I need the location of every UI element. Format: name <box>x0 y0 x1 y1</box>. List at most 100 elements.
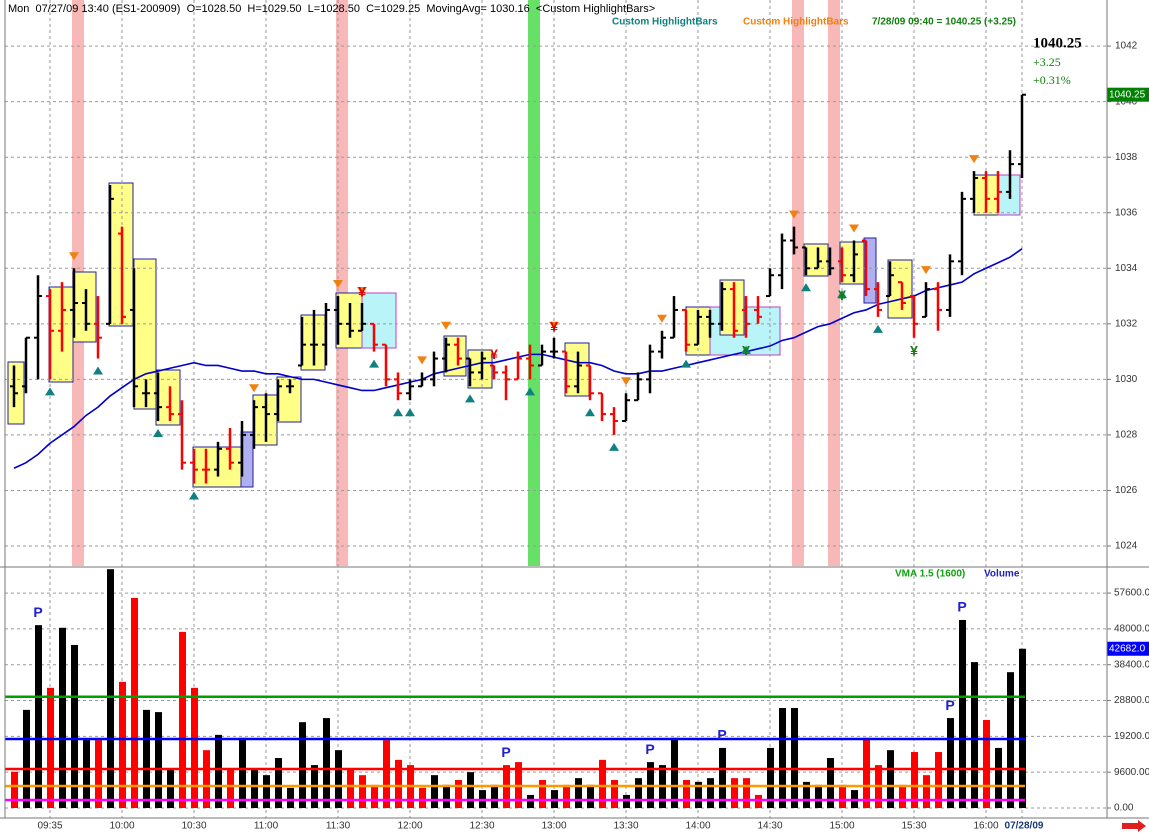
volume-bar <box>623 794 630 808</box>
volume-bar <box>203 750 210 808</box>
price-bar <box>190 448 198 484</box>
volume-bar <box>275 758 282 808</box>
volume-bar <box>575 778 582 808</box>
down-signal <box>969 155 979 164</box>
up-signal <box>189 491 199 500</box>
volume-bar <box>563 784 570 808</box>
price-bar <box>634 372 642 402</box>
price-bar <box>838 247 846 283</box>
volume-bar <box>359 775 366 808</box>
up-signal <box>153 429 163 438</box>
y-tick-label: 0.00 <box>1114 803 1134 814</box>
price-change-percent: +0.31% <box>1033 73 1071 87</box>
volume-bar <box>419 787 426 808</box>
volume-bar <box>599 759 606 808</box>
scroll-arrow[interactable] <box>1122 820 1146 832</box>
price-bar <box>754 296 762 324</box>
volume-bar <box>923 775 930 808</box>
price-bar <box>274 379 282 422</box>
volume-bar <box>491 784 498 808</box>
price-bar <box>886 261 894 298</box>
price-bar <box>358 302 366 332</box>
x-tick-label: 13:30 <box>613 821 638 832</box>
highlight-column <box>792 0 804 566</box>
y-tick-label: 1026 <box>1115 485 1138 496</box>
x-tick-label: 10:30 <box>181 821 206 832</box>
price-bar <box>982 171 990 213</box>
volume-bar <box>35 625 42 808</box>
price-bar <box>346 302 354 338</box>
volume-bar <box>683 780 690 808</box>
x-tick-label: 10:00 <box>109 821 134 832</box>
sell-symbol: ¥ <box>490 346 498 362</box>
y-tick-label: 1040 <box>1115 96 1138 107</box>
volume-bar <box>287 787 294 808</box>
last-price-tag-label: 1040.25 <box>1109 89 1146 100</box>
volume-bar <box>539 780 546 808</box>
price-bar <box>898 281 906 310</box>
price-bar <box>1018 93 1026 179</box>
price-bar <box>490 364 498 380</box>
down-signal <box>441 321 451 330</box>
y-tick-label: 38400.00 <box>1114 659 1149 670</box>
volume-bar <box>467 772 474 808</box>
volume-bar <box>707 778 714 808</box>
price-bar <box>778 233 786 290</box>
p-marker: P <box>945 697 954 713</box>
price-bar <box>430 351 438 387</box>
box <box>443 335 467 377</box>
volume-bar <box>1019 648 1026 808</box>
x-tick-label: 13:00 <box>541 821 566 832</box>
x-tick-label: 15:30 <box>901 821 926 832</box>
volume-bar <box>779 708 786 808</box>
volume-bar <box>23 709 30 808</box>
price-bar <box>106 184 114 325</box>
y-tick-label: 1024 <box>1115 541 1138 552</box>
volume-bar <box>371 784 378 808</box>
price-bar <box>610 407 618 435</box>
price-bar <box>454 337 462 366</box>
volume-bar <box>587 784 594 808</box>
indicator-label: 7/28/09 09:40 = 1040.25 (+3.25) <box>872 17 1016 28</box>
box <box>361 292 397 349</box>
price-bar <box>286 379 294 394</box>
volume-bar <box>263 775 270 808</box>
price-bar <box>22 336 30 394</box>
volume-bar <box>887 750 894 808</box>
price-bar <box>334 296 342 345</box>
volume-bar <box>983 719 990 808</box>
last-volume-tag-label: 42682.0 <box>1109 643 1146 654</box>
price-bar <box>862 239 870 297</box>
box <box>155 369 181 426</box>
price-bar <box>238 421 246 477</box>
legend-entry: VMA 1.5 (1600) <box>895 569 965 580</box>
down-signal <box>249 384 259 393</box>
up-signal <box>405 408 415 417</box>
price-bar <box>10 365 18 408</box>
sell-symbol: ¥ <box>358 284 366 300</box>
price-bar <box>142 379 150 408</box>
volume-bar <box>179 631 186 808</box>
volume-bar <box>971 662 978 808</box>
volume-bar <box>719 747 726 808</box>
price-bar <box>730 282 738 338</box>
box <box>887 259 913 319</box>
price-bar <box>406 379 414 401</box>
box <box>467 349 493 389</box>
price-bar <box>646 344 654 394</box>
price-bar <box>598 392 606 422</box>
highlight-column <box>828 0 840 566</box>
price-bar <box>910 295 918 338</box>
price-bar <box>574 351 582 394</box>
volume-bar <box>47 687 54 808</box>
price-bar <box>802 246 810 276</box>
x-tick-label: 14:00 <box>685 821 710 832</box>
price-change: +3.25 <box>1033 55 1061 69</box>
volume-bar <box>947 718 954 808</box>
down-signal <box>657 314 667 323</box>
y-tick-label: 1032 <box>1115 318 1138 329</box>
price-bar <box>442 337 450 373</box>
buy-symbol: ¥ <box>910 342 918 358</box>
price-bar <box>562 350 570 394</box>
price-bar <box>814 247 822 270</box>
